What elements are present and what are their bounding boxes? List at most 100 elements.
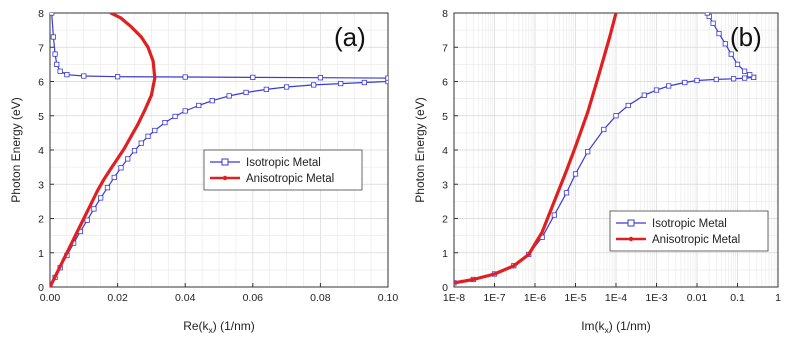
y-tick-label: 0 bbox=[442, 282, 448, 294]
data-point bbox=[311, 82, 317, 88]
panel-label: (b) bbox=[730, 22, 762, 52]
data-point bbox=[613, 113, 619, 119]
data-point bbox=[454, 281, 456, 285]
x-tick-label: 1E-6 bbox=[524, 292, 546, 304]
legend-marker bbox=[627, 219, 635, 227]
series-isotropic-metal bbox=[50, 13, 388, 287]
y-tick-label: 2 bbox=[38, 214, 44, 226]
data-point bbox=[111, 174, 117, 180]
data-point bbox=[182, 108, 188, 114]
data-point bbox=[574, 145, 577, 149]
data-point bbox=[742, 68, 748, 74]
data-point bbox=[98, 195, 104, 201]
y-tick-label: 1 bbox=[38, 248, 44, 260]
data-point bbox=[125, 156, 131, 162]
data-point bbox=[722, 41, 728, 47]
data-point bbox=[62, 258, 66, 262]
data-point bbox=[145, 133, 151, 139]
legend-marker bbox=[628, 236, 634, 242]
x-tick-label: 1E-3 bbox=[645, 292, 667, 304]
data-point bbox=[572, 171, 579, 177]
data-point bbox=[653, 87, 660, 93]
data-point bbox=[109, 13, 113, 15]
legend: Isotropic Metal Anisotropic Metal bbox=[609, 210, 769, 252]
legend-box bbox=[203, 149, 363, 191]
data-point bbox=[263, 86, 269, 92]
data-point bbox=[115, 74, 121, 80]
y-tick-label: 7 bbox=[442, 42, 448, 54]
panel-b: 1E-8 1E-7 1E-6 1E-5 1E-4 1E-3 0.01 0.1 1 0 1 2 3 4 5 6 7… bbox=[413, 8, 781, 335]
series-line bbox=[51, 13, 388, 79]
data-point bbox=[152, 127, 158, 134]
data-point bbox=[136, 122, 140, 126]
x-axis-title: Im(kx) (1/nm) bbox=[581, 319, 651, 335]
y-tick-label: 4 bbox=[442, 145, 448, 157]
series-anisotropic-metal bbox=[50, 13, 157, 287]
y-tick-label: 8 bbox=[38, 8, 44, 20]
data-point bbox=[751, 74, 757, 80]
data-point bbox=[109, 167, 113, 171]
data-point bbox=[102, 177, 106, 181]
data-point bbox=[131, 148, 138, 154]
data-point bbox=[172, 113, 178, 120]
data-point bbox=[209, 98, 215, 104]
y-tick-label: 6 bbox=[442, 77, 448, 89]
y-tick-label: 1 bbox=[442, 248, 448, 260]
data-point bbox=[614, 13, 618, 15]
data-point bbox=[734, 61, 741, 67]
series-isotropic-metal bbox=[454, 13, 757, 286]
y-tick-label: 7 bbox=[38, 42, 44, 54]
data-point bbox=[129, 134, 133, 138]
legend-label: Anisotropic Metal bbox=[652, 234, 740, 246]
y-tick-label: 2 bbox=[442, 214, 448, 226]
data-point bbox=[89, 203, 93, 207]
data-point bbox=[625, 102, 631, 109]
x-tick-label: 0.02 bbox=[107, 292, 128, 304]
data-point bbox=[122, 146, 126, 150]
data-point bbox=[64, 72, 70, 78]
y-axis-title: Photon Energy (eV) bbox=[413, 97, 427, 202]
data-point bbox=[119, 16, 123, 20]
x-tick-label: 0.01 bbox=[687, 292, 708, 304]
data-point bbox=[585, 149, 591, 155]
legend-box bbox=[609, 210, 769, 252]
x-tick-label: 0.00 bbox=[40, 292, 61, 304]
data-point bbox=[50, 34, 56, 40]
data-point bbox=[317, 75, 324, 81]
data-point bbox=[641, 92, 647, 98]
y-tick-label: 8 bbox=[442, 8, 448, 20]
data-point bbox=[116, 157, 120, 161]
data-point bbox=[586, 110, 590, 114]
data-point bbox=[565, 169, 569, 173]
data-point bbox=[250, 74, 256, 80]
x-tick-label: 0.1 bbox=[730, 292, 745, 304]
data-point bbox=[162, 120, 168, 126]
data-point bbox=[710, 20, 716, 26]
data-point bbox=[196, 102, 202, 109]
data-point bbox=[742, 75, 748, 81]
x-tick-label: 1E-5 bbox=[564, 292, 586, 304]
data-point bbox=[50, 285, 52, 287]
data-point bbox=[81, 73, 87, 79]
data-point bbox=[338, 80, 344, 87]
data-point bbox=[52, 51, 58, 57]
panel-a: 0.00 0.02 0.04 0.06 0.08 0.10 0 1 2 3 4 5 6 7 8 Re(kx) … bbox=[9, 8, 398, 335]
data-point bbox=[226, 93, 232, 99]
y-tick-label: 5 bbox=[38, 111, 44, 123]
y-tick-label: 0 bbox=[38, 282, 44, 294]
x-tick-label: 1 bbox=[775, 292, 781, 304]
data-point bbox=[129, 25, 133, 29]
y-tick-label: 6 bbox=[38, 77, 44, 89]
data-point bbox=[471, 277, 475, 281]
data-point bbox=[143, 109, 147, 113]
data-point bbox=[68, 244, 72, 248]
legend-label: Anisotropic Metal bbox=[246, 173, 334, 185]
data-point bbox=[666, 83, 672, 89]
data-point bbox=[598, 69, 602, 73]
data-point bbox=[138, 140, 144, 146]
data-point bbox=[95, 189, 99, 193]
data-point bbox=[283, 84, 290, 90]
data-point bbox=[601, 126, 607, 133]
data-point bbox=[75, 230, 79, 234]
